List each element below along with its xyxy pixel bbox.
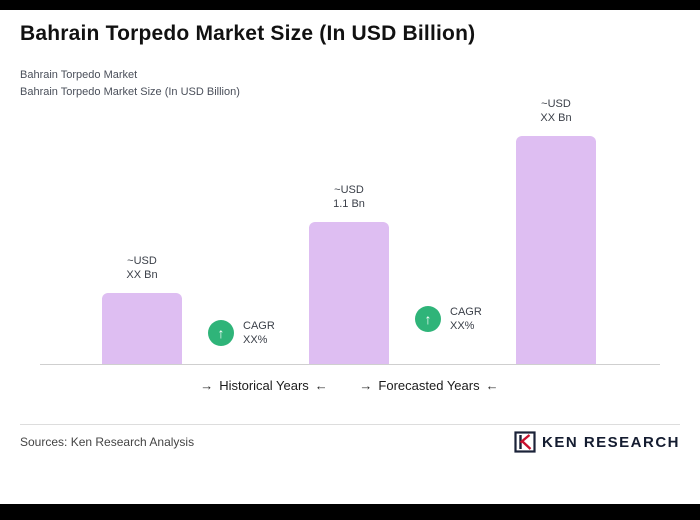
ken-research-logo-k-icon: [514, 431, 536, 453]
bar-value-label-line1: ~USD: [334, 184, 364, 196]
cagr-value: XX%: [243, 334, 268, 346]
bar-value-label: ~USD XX Bn: [82, 254, 202, 282]
bar-value-label: ~USD XX Bn: [496, 97, 616, 125]
bar-value-label-line2: XX Bn: [540, 112, 572, 124]
bar-group-forecast: ~USD XX Bn: [516, 95, 596, 365]
cagr-label: CAGR: [243, 320, 275, 332]
page-title: Bahrain Torpedo Market Size (In USD Bill…: [20, 22, 476, 45]
bar-value-label-line2: 1.1 Bn: [333, 198, 365, 210]
period-label-forecasted-years: → Forecasted Years ←: [353, 378, 504, 393]
top-black-bar: [0, 0, 700, 10]
chart-subtitle-market: Bahrain Torpedo Market: [20, 69, 138, 81]
x-axis-line: [40, 364, 660, 365]
cagr-badge-historical: ↑ CAGR XX%: [208, 319, 275, 347]
bar-group-base-year: ~USD 1.1 Bn: [309, 95, 389, 365]
bar-base-year: [309, 222, 389, 365]
period-label-historical-years: → Historical Years ←: [194, 378, 334, 393]
bar-chart: ~USD XX Bn ~USD 1.1 Bn ~USD XX Bn ↑ CAGR…: [40, 95, 660, 365]
cagr-text: CAGR XX%: [243, 319, 275, 347]
period-label-text: Historical Years: [219, 378, 309, 393]
period-label-text: Forecasted Years: [378, 378, 480, 393]
cagr-label: CAGR: [450, 306, 482, 318]
bar-value-label-line1: ~USD: [127, 255, 157, 267]
left-arrow-icon: ←: [485, 378, 499, 393]
left-arrow-icon: ←: [314, 378, 328, 393]
ken-research-logo-text: KEN RESEARCH: [541, 433, 680, 451]
bar-value-label: ~USD 1.1 Bn: [289, 183, 409, 211]
bar-group-historical: ~USD XX Bn: [102, 95, 182, 365]
up-arrow-glyph: ↑: [424, 311, 432, 327]
cagr-text: CAGR XX%: [450, 305, 482, 333]
footer-divider: [20, 424, 680, 425]
cagr-value: XX%: [450, 320, 475, 332]
right-arrow-icon: →: [359, 378, 373, 393]
cagr-badge-forecast: ↑ CAGR XX%: [415, 305, 482, 333]
ken-research-logo: KEN RESEARCH: [514, 431, 680, 453]
bar-value-label-line2: XX Bn: [126, 269, 158, 281]
right-arrow-icon: →: [200, 378, 214, 393]
bar-historical: [102, 293, 182, 365]
bottom-black-bar: [0, 504, 700, 520]
growth-up-arrow-icon: ↑: [415, 306, 441, 332]
up-arrow-glyph: ↑: [217, 325, 225, 341]
bar-value-label-line1: ~USD: [541, 98, 571, 110]
chart-subtitle-market-size: Bahrain Torpedo Market Size (In USD Bill…: [20, 86, 240, 98]
growth-up-arrow-icon: ↑: [208, 320, 234, 346]
bar-forecast: [516, 136, 596, 365]
sources-text: Sources: Ken Research Analysis: [20, 435, 195, 449]
